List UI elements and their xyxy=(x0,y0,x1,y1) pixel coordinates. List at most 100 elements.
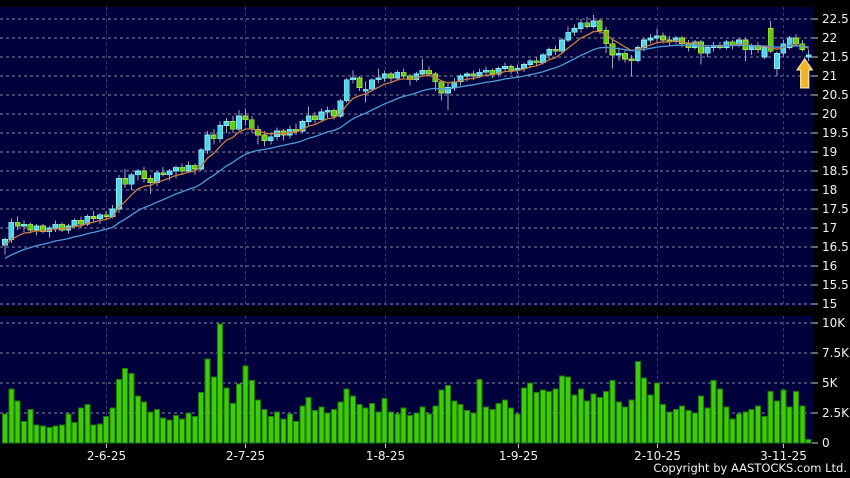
candle-up xyxy=(672,37,679,43)
candle-up xyxy=(571,28,578,33)
volume-bar xyxy=(210,376,217,444)
volume-bar xyxy=(780,389,787,444)
volume-bar xyxy=(774,400,781,444)
volume-bar xyxy=(103,416,110,444)
candle-up xyxy=(337,100,344,117)
volume-bar xyxy=(704,407,711,444)
volume-bar xyxy=(52,425,59,444)
candle-up xyxy=(419,69,426,75)
volume-bar xyxy=(514,413,521,444)
candle-up xyxy=(394,71,401,79)
candle-down xyxy=(261,134,268,141)
volume-bar xyxy=(362,407,369,444)
volume-axis-label: 5K xyxy=(822,376,839,390)
volume-bar xyxy=(622,406,629,444)
y-axis-label: 17.5 xyxy=(822,202,849,216)
candle-up xyxy=(318,111,325,121)
candle-up xyxy=(483,69,489,73)
candle-up xyxy=(381,73,388,79)
candle-up xyxy=(704,47,711,54)
volume-bar xyxy=(242,365,249,444)
candle-down xyxy=(331,109,337,117)
volume-bar xyxy=(27,408,34,444)
candle-up xyxy=(464,73,470,77)
volume-bar xyxy=(425,413,432,444)
volume-bar xyxy=(666,411,673,444)
volume-bar xyxy=(520,387,527,444)
volume-bar xyxy=(20,420,27,444)
candle-down xyxy=(622,52,629,60)
y-axis-label: 19 xyxy=(822,145,837,159)
y-axis-label: 19.5 xyxy=(822,126,849,140)
x-axis-label: 1-8-25 xyxy=(366,449,405,463)
volume-bar xyxy=(84,404,91,444)
volume-bar xyxy=(394,413,401,444)
volume-bar xyxy=(672,408,679,444)
volume-bar xyxy=(305,396,312,444)
volume-bar xyxy=(337,401,344,444)
candle-down xyxy=(767,28,774,52)
ma-fast-line xyxy=(4,30,809,246)
volume-bar xyxy=(223,387,230,444)
candle-up xyxy=(369,79,375,90)
volume-bar xyxy=(470,412,477,444)
volume-bar xyxy=(660,404,667,444)
candle-down xyxy=(432,73,439,83)
volume-bar xyxy=(248,380,255,444)
volume-bar xyxy=(501,399,508,444)
volume-bar xyxy=(679,405,686,444)
candle-down xyxy=(388,73,394,79)
candle-up xyxy=(457,75,464,83)
candle-down xyxy=(438,81,445,94)
candle-up xyxy=(204,134,211,151)
volume-bar xyxy=(331,408,338,444)
candle-up xyxy=(590,20,597,27)
candle-up xyxy=(502,66,508,69)
volume-bar xyxy=(647,394,654,444)
volume-bar xyxy=(128,372,135,444)
volume-bar xyxy=(179,418,186,444)
candle-down xyxy=(179,166,186,172)
volume-bar xyxy=(723,406,730,444)
candle-up xyxy=(445,87,451,94)
volume-bar xyxy=(39,425,46,444)
volume-bar xyxy=(160,417,167,444)
volume-bar xyxy=(350,395,357,444)
candle-up xyxy=(198,149,205,170)
volume-bar xyxy=(793,390,799,444)
volume-axis-label: 7.5K xyxy=(822,346,850,360)
volume-bar xyxy=(191,416,198,444)
volume-bar xyxy=(463,410,470,444)
volume-bar xyxy=(565,376,572,444)
candle-down xyxy=(242,115,249,121)
volume-bar xyxy=(476,378,483,444)
candle-down xyxy=(312,115,318,121)
candle-up xyxy=(71,219,78,227)
volume-bar xyxy=(58,424,65,444)
candle-down xyxy=(584,22,591,27)
candle-down xyxy=(489,69,496,75)
volume-bar xyxy=(444,384,451,444)
candle-up xyxy=(109,208,116,217)
candle-down xyxy=(356,77,363,88)
volume-bar xyxy=(419,406,426,444)
volume-bar xyxy=(482,406,489,444)
volume-bar xyxy=(748,408,755,444)
volume-bar xyxy=(653,382,660,444)
volume-bar xyxy=(628,399,635,444)
volume-bar xyxy=(8,388,15,444)
candle-up xyxy=(520,64,527,69)
candle-up xyxy=(546,49,553,56)
volume-bar xyxy=(356,404,363,444)
volume-bar xyxy=(65,413,72,444)
volume-bar xyxy=(299,405,306,444)
candle-down xyxy=(400,71,407,77)
candle-up xyxy=(375,77,382,81)
y-axis-label: 15 xyxy=(822,297,837,311)
volume-bar xyxy=(596,396,603,444)
candle-up xyxy=(97,214,103,219)
volume-bar xyxy=(546,390,553,444)
candle-down xyxy=(141,170,148,179)
candle-up xyxy=(805,54,812,58)
candle-down xyxy=(40,225,46,233)
